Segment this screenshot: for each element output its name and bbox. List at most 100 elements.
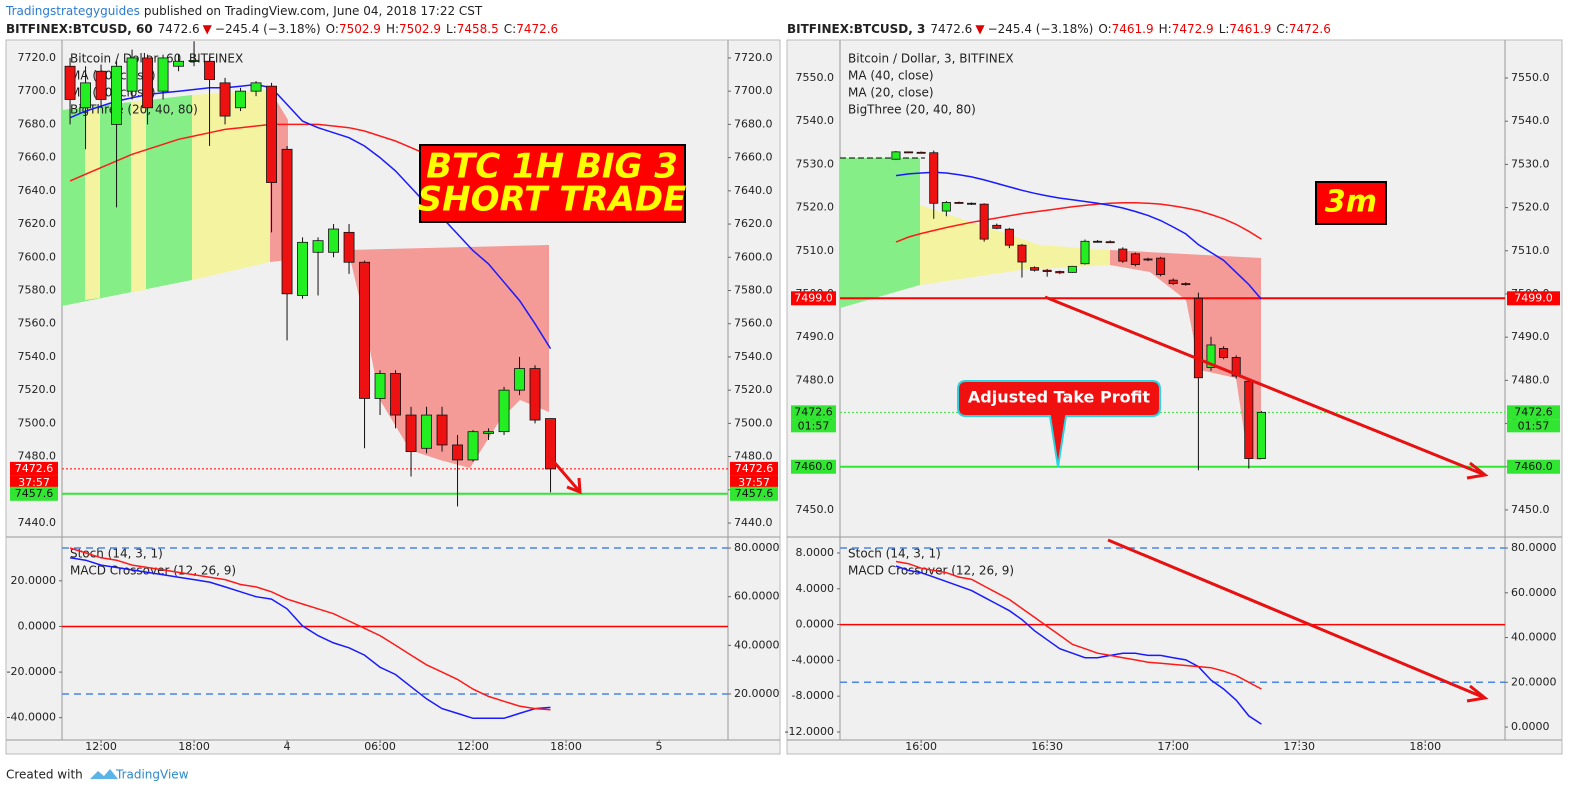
y2-tick-label: 40.0000: [734, 638, 780, 651]
y-tick-label: 7680.0: [18, 117, 57, 130]
symbol: BITFINEX:BTCUSD, 60: [6, 22, 153, 36]
price-label-box: [791, 459, 836, 474]
y-tick-label: 7600.0: [18, 250, 57, 263]
y-tick-label: 7620.0: [734, 217, 773, 230]
candle-body: [142, 57, 153, 109]
price-label: 7472.6: [794, 405, 833, 418]
candle-body: [1118, 248, 1128, 262]
price-label: 7460.0: [1514, 460, 1553, 473]
logo: [90, 769, 118, 779]
candle-body: [545, 418, 556, 470]
symbol: BITFINEX:BTCUSD, 3: [787, 22, 925, 36]
x-tick-label: 18:00: [1409, 740, 1441, 753]
candle-body: [904, 151, 914, 154]
price-label: 7472.6: [735, 462, 774, 475]
indicator-line: [895, 565, 1262, 725]
y-tick-label: 7700.0: [734, 84, 773, 97]
y-tick-label: 7500.0: [734, 416, 773, 429]
y-tick-label: 7510.0: [796, 244, 835, 257]
price-label-box: [791, 405, 836, 420]
x-tick-label: 18:00: [550, 740, 582, 753]
cloud-yellow: [192, 90, 270, 280]
price-label-box: [730, 486, 778, 501]
candle-body: [967, 202, 977, 205]
candle-body: [312, 240, 324, 253]
candle-body: [1080, 240, 1090, 265]
ohlc-label: L:: [446, 22, 457, 36]
candle-body: [452, 444, 463, 461]
x-tick-label: 4: [284, 740, 291, 753]
x-tick-label: 18:00: [178, 740, 210, 753]
candle-body: [1168, 279, 1178, 285]
change: −245.4 (−3.18%): [988, 22, 1094, 36]
cloud-green: [840, 158, 920, 308]
y2-tick-label: 80.0000: [1511, 541, 1557, 554]
candle-body: [297, 241, 308, 296]
candle-body: [1105, 241, 1115, 244]
candle-body: [992, 224, 1002, 229]
overlays: BTC 1H BIG 3 SHORT TRADE 3m Adjusted Tak…: [418, 144, 1489, 703]
cloud-yellow: [131, 100, 146, 292]
indicator-legend: MACD Crossover (12, 26, 9): [70, 564, 236, 578]
candle-body: [250, 82, 262, 92]
y-tick-label: 8.0000: [796, 546, 835, 559]
ohlc-label: L:: [1219, 22, 1230, 36]
price-label-box: [10, 486, 58, 501]
indicator-line: [895, 560, 1262, 690]
x-tick-label: 17:00: [1157, 740, 1189, 753]
cloud-green: [62, 95, 192, 306]
y-tick-label: 4.0000: [796, 582, 835, 595]
cloud-red: [1110, 250, 1261, 460]
price-label: 7499.0: [1514, 291, 1553, 304]
last-price: 7472.6: [158, 22, 200, 36]
candle-body: [436, 414, 448, 446]
y-tick-label: 7490.0: [796, 330, 835, 343]
countdown-box: [1507, 419, 1560, 433]
ohlc-value: 7472.6: [516, 22, 558, 36]
ohlc-label: O:: [326, 22, 339, 36]
countdown-box: [10, 475, 58, 489]
callout-text: Adjusted Take Profit: [968, 388, 1151, 407]
countdown: 01:57: [798, 419, 830, 432]
y-tick-label: 7530.0: [1511, 157, 1550, 170]
last-price: 7472.6: [930, 22, 972, 36]
candle-body: [126, 57, 138, 92]
candle-body: [1219, 348, 1229, 358]
y2-tick-label: 40.0000: [1511, 631, 1557, 644]
candle-body: [374, 373, 386, 399]
candle-body: [111, 65, 122, 125]
candle-body: [80, 82, 91, 109]
price-label-box: [1507, 405, 1560, 420]
y-tick-label: 7600.0: [734, 250, 773, 263]
x-tick-label: 16:00: [905, 740, 937, 753]
y-tick-label: 0.0000: [796, 618, 835, 631]
price-label: 7460.0: [794, 460, 833, 473]
y-tick-label: 7450.0: [1511, 503, 1550, 516]
ohlc-value: 7502.9: [339, 22, 381, 36]
countdown-box: [791, 419, 836, 433]
indicator-legend: Stoch (14, 3, 1): [848, 547, 941, 561]
header: Tradingstrategyguides published on Tradin…: [5, 4, 483, 18]
ohlc-label: O:: [1098, 22, 1111, 36]
x-tick-label: 5: [656, 740, 663, 753]
x-tick-label: 12:00: [85, 740, 117, 753]
candle-body: [1206, 344, 1216, 368]
change: −245.4 (−3.18%): [215, 22, 321, 36]
y-tick-label: 7520.0: [796, 201, 835, 214]
y-tick-label: 7490.0: [1511, 330, 1550, 343]
candle-body: [173, 60, 184, 67]
price-label: 7457.6: [735, 487, 774, 500]
y2-tick-label: 60.0000: [734, 590, 780, 603]
y-tick-label: 7520.0: [1511, 201, 1550, 214]
footer: Created with: [6, 768, 83, 782]
y-tick-label: 7480.0: [734, 450, 773, 463]
y-tick-label: -8.0000: [792, 689, 834, 702]
y-tick-label: 7540.0: [734, 350, 773, 363]
y-tick-label: 7680.0: [734, 117, 773, 130]
candle-body: [1042, 269, 1052, 272]
symbol-line: BITFINEX:BTCUSD, 3 7472.6 ▼ −245.4 (−3.18%)…: [787, 22, 1331, 36]
ohlc-value: 7458.5: [457, 22, 499, 36]
candle-body: [1256, 411, 1266, 459]
chart-title: Bitcoin / Dollar, 60, BITFINEX: [70, 52, 243, 66]
